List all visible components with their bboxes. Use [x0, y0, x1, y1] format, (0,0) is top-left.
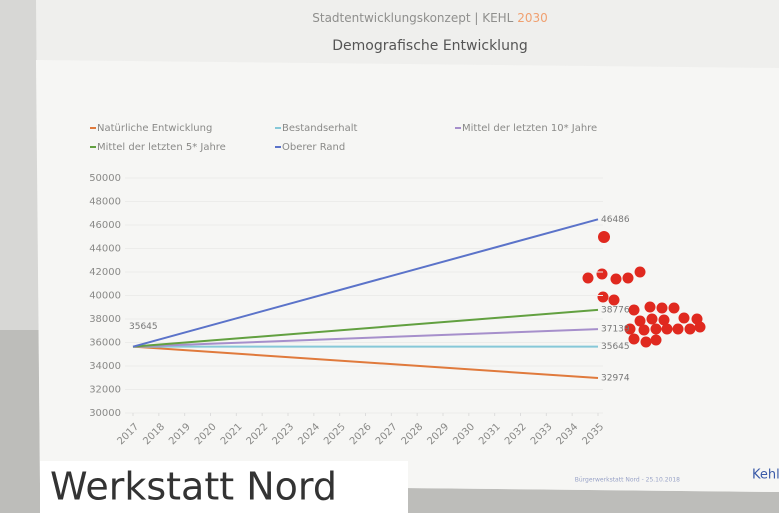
- y-tick-label: 50000: [89, 173, 121, 184]
- y-tick-label: 32000: [89, 385, 121, 396]
- y-tick-label: 46000: [89, 220, 121, 231]
- end-label: 37139: [601, 325, 630, 335]
- y-tick-label: 44000: [89, 244, 121, 255]
- end-label: 46486: [601, 215, 630, 225]
- legend-label: Bestandserhalt: [282, 123, 357, 134]
- header: Stadtentwicklungskonzept | KEHL 2030: [312, 11, 547, 25]
- stickers: [582, 231, 706, 348]
- logo: Kehl: [752, 468, 779, 483]
- end-label: 35645: [601, 342, 630, 352]
- legend-label: Oberer Rand: [282, 142, 345, 153]
- header-text: Stadtentwicklungskonzept | KEHL: [312, 11, 513, 25]
- end-label: 32974: [601, 374, 630, 384]
- y-tick-label: 42000: [89, 267, 121, 278]
- series-line: [132, 218, 599, 348]
- start-label: 35645: [129, 322, 158, 332]
- wall: [0, 0, 40, 330]
- legend-label: Natürliche Entwicklung: [97, 123, 212, 134]
- series-line: [132, 308, 599, 348]
- y-tick-label: 40000: [89, 291, 121, 302]
- legend-label: Mittel der letzten 5* Jahre: [97, 142, 226, 153]
- y-tick-label: 34000: [89, 361, 121, 372]
- y-tick-label: 36000: [89, 338, 121, 349]
- header-year: 2030: [517, 11, 548, 25]
- footer: Bürgerwerkstatt Nord - 25.10.2018: [575, 477, 680, 484]
- chart-title: Demografische Entwicklung: [332, 38, 527, 54]
- y-tick-label: 38000: [89, 314, 121, 325]
- caption-box: [40, 461, 408, 513]
- end-label: 38776: [601, 305, 630, 315]
- poster-body: [36, 60, 779, 492]
- legend-label: Mittel der letzten 10* Jahre: [462, 123, 597, 134]
- y-tick-label: 30000: [89, 408, 121, 419]
- y-tick-label: 48000: [89, 197, 121, 208]
- series-line: [132, 328, 599, 348]
- series-line: [132, 345, 599, 380]
- caption: Werkstatt Nord: [50, 465, 337, 509]
